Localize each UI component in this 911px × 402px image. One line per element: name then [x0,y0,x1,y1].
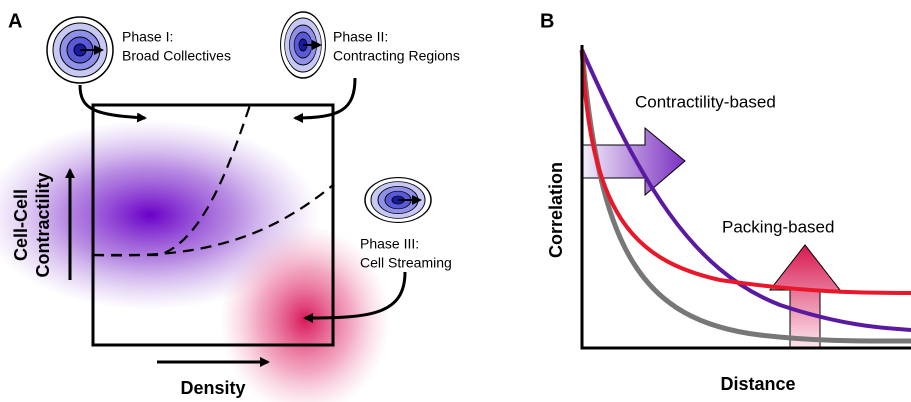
phase-subtitle: Broad Collectives [122,48,231,64]
annotation: Contractility-based [635,92,776,111]
phase-icon [281,12,326,78]
phase-icon [365,178,431,223]
x-axis-label: Density [180,378,245,398]
phase-icon [47,17,113,83]
phase-subtitle: Cell Streaming [360,255,452,271]
annotation: Packing-based [722,217,834,236]
y-axis-label: Contractility [33,172,53,277]
panel-label: A [8,10,22,32]
phase-title: Phase III: [360,236,419,252]
x-axis-label: Distance [720,374,795,394]
phase-title: Phase II: [333,29,388,45]
y-axis-label: Correlation [546,162,566,258]
panel-label: B [540,10,554,32]
phase-title: Phase I: [122,29,173,45]
phase-subtitle: Contracting Regions [333,48,460,64]
figure: A Phase I: Broad Collectives Phase II: C… [0,0,911,402]
phase-map [0,105,390,402]
y-axis-label: Cell-Cell [11,189,31,261]
correlation-plot [582,45,911,348]
